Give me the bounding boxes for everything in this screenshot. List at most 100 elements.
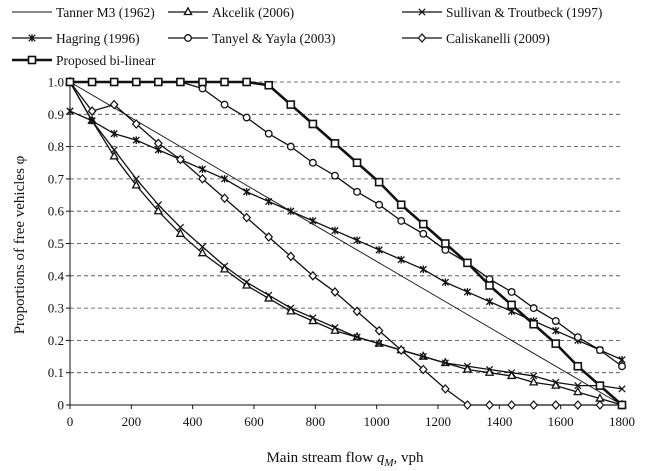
y-tick-label-10: 1.0 <box>48 75 64 90</box>
series-5-point-5 <box>175 154 185 165</box>
series-5-point-22 <box>551 400 561 410</box>
series-3-point-17 <box>441 278 450 287</box>
series-5-point-1 <box>87 106 97 116</box>
legend: Tanner M3 (1962) Akcelik (2006) Sullivan &… <box>12 5 602 68</box>
legend-swatch-marker-5 <box>417 33 427 43</box>
series-2-point-3 <box>132 175 140 183</box>
series-5-point-16 <box>418 364 428 375</box>
series-4-point-20 <box>507 288 516 296</box>
series-4-point-10 <box>286 142 295 151</box>
series-3-point-10 <box>287 207 295 215</box>
legend-label-4: Tanyel & Yayla (2003) <box>212 31 336 46</box>
series-5-point-23 <box>573 400 583 410</box>
series-1-point-5 <box>175 228 186 237</box>
series-2-point-13 <box>353 333 361 341</box>
legend-swatch-marker-3 <box>28 34 36 42</box>
series-4 <box>66 78 626 371</box>
series-5-point-10 <box>286 251 296 262</box>
series-5-point-3 <box>131 119 141 129</box>
series-5-point-13 <box>352 306 362 317</box>
series-6-point-24 <box>595 381 605 390</box>
x-tick-label-9: 1800 <box>609 414 635 429</box>
series-5-point-4 <box>153 138 163 149</box>
tick-labels: 0 200 400 600 800 1000 1200 1400 1600 1800 0 0.1 0.2… <box>48 75 635 430</box>
series-6-point-12 <box>330 139 340 148</box>
series-3-point-13 <box>353 236 361 245</box>
series-4-point-21 <box>529 304 538 313</box>
series-6-point-4 <box>154 77 163 87</box>
series-line-2 <box>69 81 623 390</box>
legend-swatch-marker-6 <box>27 55 37 65</box>
series-1-point-2 <box>109 150 119 160</box>
series-2-point-20 <box>507 369 516 377</box>
legend-label-1: Akcelik (2006) <box>212 5 294 20</box>
series-6-point-7 <box>220 77 229 87</box>
series-3-point-15 <box>397 255 405 264</box>
series-6 <box>65 77 627 410</box>
series-6-point-1 <box>87 77 97 87</box>
legend-swatch-marker-1 <box>183 6 193 16</box>
series-6-point-10 <box>286 100 296 109</box>
y-tick-label-5: 0.5 <box>48 236 64 251</box>
series-2-point-16 <box>419 352 427 361</box>
series-6-point-11 <box>308 119 318 129</box>
series-6-point-2 <box>109 77 119 87</box>
series-6-point-22 <box>551 339 561 348</box>
legend-item-0: Tanner M3 (1962) <box>12 5 155 20</box>
series-3-point-6 <box>198 165 207 174</box>
legend-item-3: Hagring (1996) <box>12 31 140 46</box>
series-5-point-15 <box>396 345 406 355</box>
series-2-point-8 <box>243 278 251 286</box>
legend-item-6: Proposed bi-linear <box>12 53 156 68</box>
series-1-point-3 <box>131 179 141 189</box>
series-3-point-19 <box>485 297 494 306</box>
series-6-point-5 <box>176 77 185 87</box>
y-axis-title: Proportions of free vehicles φ <box>12 155 28 334</box>
y-tick-label-4: 0.4 <box>48 268 65 283</box>
legend-label-3: Hagring (1996) <box>56 31 140 46</box>
series-2-point-10 <box>287 304 295 312</box>
series-5-point-24 <box>595 400 605 410</box>
x-tick-label-7: 1400 <box>486 414 512 429</box>
series-3-point-11 <box>309 217 317 225</box>
series-line-1 <box>69 81 623 406</box>
series-1-point-4 <box>153 205 164 215</box>
x-tick-label-8: 1600 <box>548 414 574 429</box>
y-tick-label-3: 0.3 <box>48 301 64 316</box>
series-2-point-12 <box>331 323 339 332</box>
legend-item-1: Akcelik (2006) <box>168 5 294 20</box>
series-0 <box>69 81 623 406</box>
series-5-point-6 <box>198 174 207 184</box>
x-tick-label-2: 400 <box>183 414 203 429</box>
series-4-point-8 <box>242 113 251 122</box>
series-4-point-24 <box>595 346 604 355</box>
series-6-point-17 <box>441 239 450 248</box>
series-2-point-4 <box>154 201 162 209</box>
series-3-point-18 <box>463 288 472 296</box>
legend-label-0: Tanner M3 (1962) <box>56 5 155 20</box>
series-4-point-16 <box>419 229 428 238</box>
legend-label-2: Sullivan & Troutbeck (1997) <box>446 5 602 20</box>
legend-swatch-marker-4 <box>184 34 192 42</box>
series-5-point-14 <box>374 325 384 336</box>
series-4-point-23 <box>573 333 582 342</box>
series-2-point-25 <box>618 385 626 393</box>
series-5-point-19 <box>485 400 494 410</box>
series-3-point-1 <box>88 116 96 125</box>
series-2-point-7 <box>220 262 229 270</box>
series-6-point-25 <box>617 400 627 410</box>
axes <box>66 81 623 409</box>
series-2-point-23 <box>574 381 582 390</box>
series-2-point-5 <box>176 223 185 231</box>
series-2-point-2 <box>110 146 118 154</box>
y-tick-label-2: 0.2 <box>48 333 64 348</box>
series-5-point-18 <box>463 400 472 410</box>
series-6-point-16 <box>418 219 428 229</box>
series-6-point-6 <box>198 77 207 87</box>
series-line-0 <box>69 81 623 406</box>
series-2-point-6 <box>198 243 207 251</box>
y-tick-label-1: 0.1 <box>48 365 64 380</box>
series-3-point-8 <box>242 188 251 196</box>
series-5-point-11 <box>308 270 318 281</box>
